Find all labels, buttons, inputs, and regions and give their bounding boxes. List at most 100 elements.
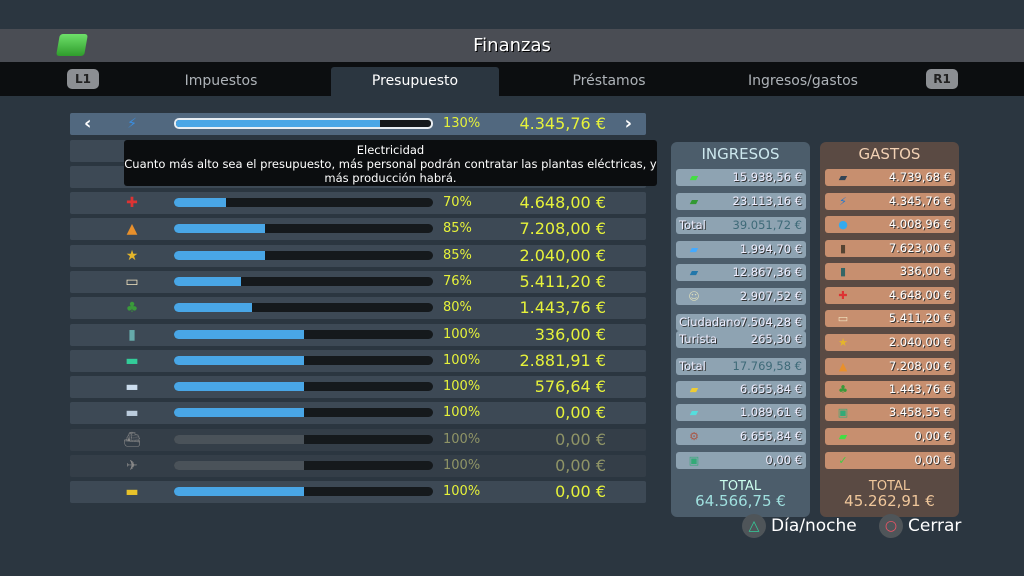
budget-slider[interactable]: [174, 461, 433, 470]
circle-icon: ○: [879, 514, 903, 538]
tooltip-title: Electricidad: [356, 143, 425, 157]
gastos-total-label: TOTAL: [868, 479, 911, 494]
budget-percent: 100%: [443, 352, 481, 368]
budget-slider[interactable]: [174, 382, 433, 392]
ingresos-row: Total 39.051,72 €: [676, 217, 806, 234]
category-icon: ▰: [838, 171, 848, 184]
row-value: 7.623,00 €: [888, 241, 951, 255]
budget-amount: 1.443,76 €: [519, 298, 606, 318]
row-value: 7.504,28 €: [739, 315, 802, 329]
category-icon: ♣: [838, 383, 848, 396]
row-value: 15.938,56 €: [732, 170, 803, 184]
budget-row-metro[interactable]: ▬ 100% 576,64 €: [70, 376, 646, 399]
tab-impuestos[interactable]: Impuestos: [184, 73, 258, 89]
train-icon: ▬: [125, 405, 139, 422]
budget-row-education[interactable]: ▭ 76% 5.411,20 €: [70, 270, 646, 293]
budget-slider[interactable]: [174, 355, 433, 365]
chevron-left-icon[interactable]: ‹: [84, 113, 92, 134]
budget-percent: 80%: [443, 300, 472, 316]
category-icon: ☺: [688, 290, 700, 303]
category-icon: ★: [838, 336, 848, 349]
budget-slider[interactable]: [174, 303, 433, 313]
row-value: 4.648,00 €: [888, 288, 951, 302]
row-value: 2.907,52 €: [739, 289, 802, 303]
budget-row-police[interactable]: ★ 85% 2.040,00 €: [70, 244, 646, 267]
day-night-button[interactable]: △ Día/noche: [742, 514, 857, 538]
budget-amount: 0,00 €: [555, 456, 606, 475]
gastos-row: ✚ 4.648,00 €: [825, 287, 955, 304]
tab-prestamos[interactable]: Préstamos: [572, 73, 646, 89]
parks-icon: ♣: [125, 300, 139, 317]
budget-row-taxi[interactable]: ▬ 100% 0,00 €: [70, 481, 646, 504]
budget-slider[interactable]: [174, 198, 433, 207]
plane-icon: ✈: [126, 458, 138, 474]
budget-slider[interactable]: [174, 329, 433, 339]
ingresos-row: ▣ 0,00 €: [676, 452, 806, 469]
budget-row-ship[interactable]: ⛴ 100% 0,00 €: [70, 428, 646, 451]
education-icon: ▭: [125, 273, 139, 290]
chevron-right-icon[interactable]: ›: [624, 113, 632, 134]
category-icon: ●: [838, 218, 848, 231]
row-value: 4.345,76 €: [888, 194, 951, 208]
budget-row-healthcare[interactable]: ✚ 70% 4.648,00 €: [70, 192, 646, 214]
budget-percent: 100%: [443, 326, 481, 342]
budget-slider[interactable]: [174, 250, 433, 260]
row-value: 4.008,96 €: [888, 217, 951, 231]
budget-percent: 85%: [443, 247, 472, 263]
row-value: 1.994,70 €: [739, 242, 802, 256]
budget-percent: 76%: [443, 273, 472, 289]
category-icon: ▭: [837, 312, 849, 325]
tab-ingresos-gastos[interactable]: Ingresos/gastos: [748, 73, 858, 89]
category-icon: ▰: [689, 243, 699, 256]
taxi-icon: ▬: [125, 484, 139, 501]
ingresos-row: ▰ 23.113,16 €: [676, 193, 806, 210]
close-label: Cerrar: [908, 516, 962, 536]
row-value: 4.739,68 €: [888, 170, 951, 184]
budget-percent: 100%: [443, 458, 481, 473]
budget-amount: 4.345,76 €: [519, 114, 606, 133]
budget-percent: 100%: [443, 484, 481, 500]
budget-row-plane[interactable]: ✈ 100% 0,00 €: [70, 455, 646, 477]
budget-percent: 100%: [443, 379, 481, 395]
budget-percent: 85%: [443, 221, 472, 237]
tooltip: Electricidad Cuanto más alto sea el pres…: [124, 140, 657, 186]
gastos-row: ▭ 5.411,20 €: [825, 310, 955, 327]
row-value: 39.051,72 €: [732, 218, 803, 232]
tab-presupuesto[interactable]: Presupuesto: [331, 67, 499, 96]
category-icon: ▰: [689, 266, 699, 279]
budget-slider[interactable]: [174, 434, 433, 444]
budget-row-train[interactable]: ▬ 100% 0,00 €: [70, 402, 646, 425]
r1-button-icon[interactable]: R1: [926, 69, 958, 89]
ingresos-row: Turista 265,30 €: [676, 331, 806, 348]
close-button[interactable]: ○ Cerrar: [879, 514, 961, 538]
category-icon: ▰: [838, 430, 848, 443]
row-value: 265,30 €: [750, 332, 802, 346]
budget-row-bus[interactable]: ▬ 100% 2.881,91 €: [70, 349, 646, 372]
ingresos-row: Ciudadano 7.504,28 €: [676, 314, 806, 331]
budget-row-fire[interactable]: ▲ 85% 7.208,00 €: [70, 218, 646, 241]
ingresos-total: 64.566,75 €: [695, 492, 786, 510]
l1-button-icon[interactable]: L1: [67, 69, 99, 89]
budget-slider[interactable]: [174, 118, 433, 129]
budget-row-electricity[interactable]: ‹ ⚡ 130% 4.345,76 € ›: [70, 113, 646, 135]
budget-row-monument[interactable]: ▮ 100% 336,00 €: [70, 323, 646, 346]
category-icon: ⚙: [689, 430, 699, 443]
budget-slider[interactable]: [174, 487, 433, 497]
budget-row-parks[interactable]: ♣ 80% 1.443,76 €: [70, 297, 646, 320]
row-value: 336,00 €: [899, 264, 951, 278]
row-label: Total: [679, 359, 706, 373]
budget-percent: 130%: [443, 116, 481, 131]
gastos-row: ♣ 1.443,76 €: [825, 381, 955, 398]
budget-slider[interactable]: [174, 224, 433, 234]
budget-slider[interactable]: [174, 408, 433, 418]
category-icon: ✚: [838, 289, 848, 302]
category-icon: ▣: [837, 406, 849, 419]
row-value: 1.443,76 €: [888, 382, 951, 396]
category-icon: ▮: [839, 265, 847, 278]
budget-slider[interactable]: [174, 276, 433, 286]
budget-amount: 576,64 €: [534, 377, 606, 397]
row-value: 0,00 €: [914, 429, 951, 443]
budget-percent: 70%: [443, 195, 472, 210]
category-icon: ▮: [839, 242, 847, 255]
row-value: 2.040,00 €: [888, 335, 951, 349]
